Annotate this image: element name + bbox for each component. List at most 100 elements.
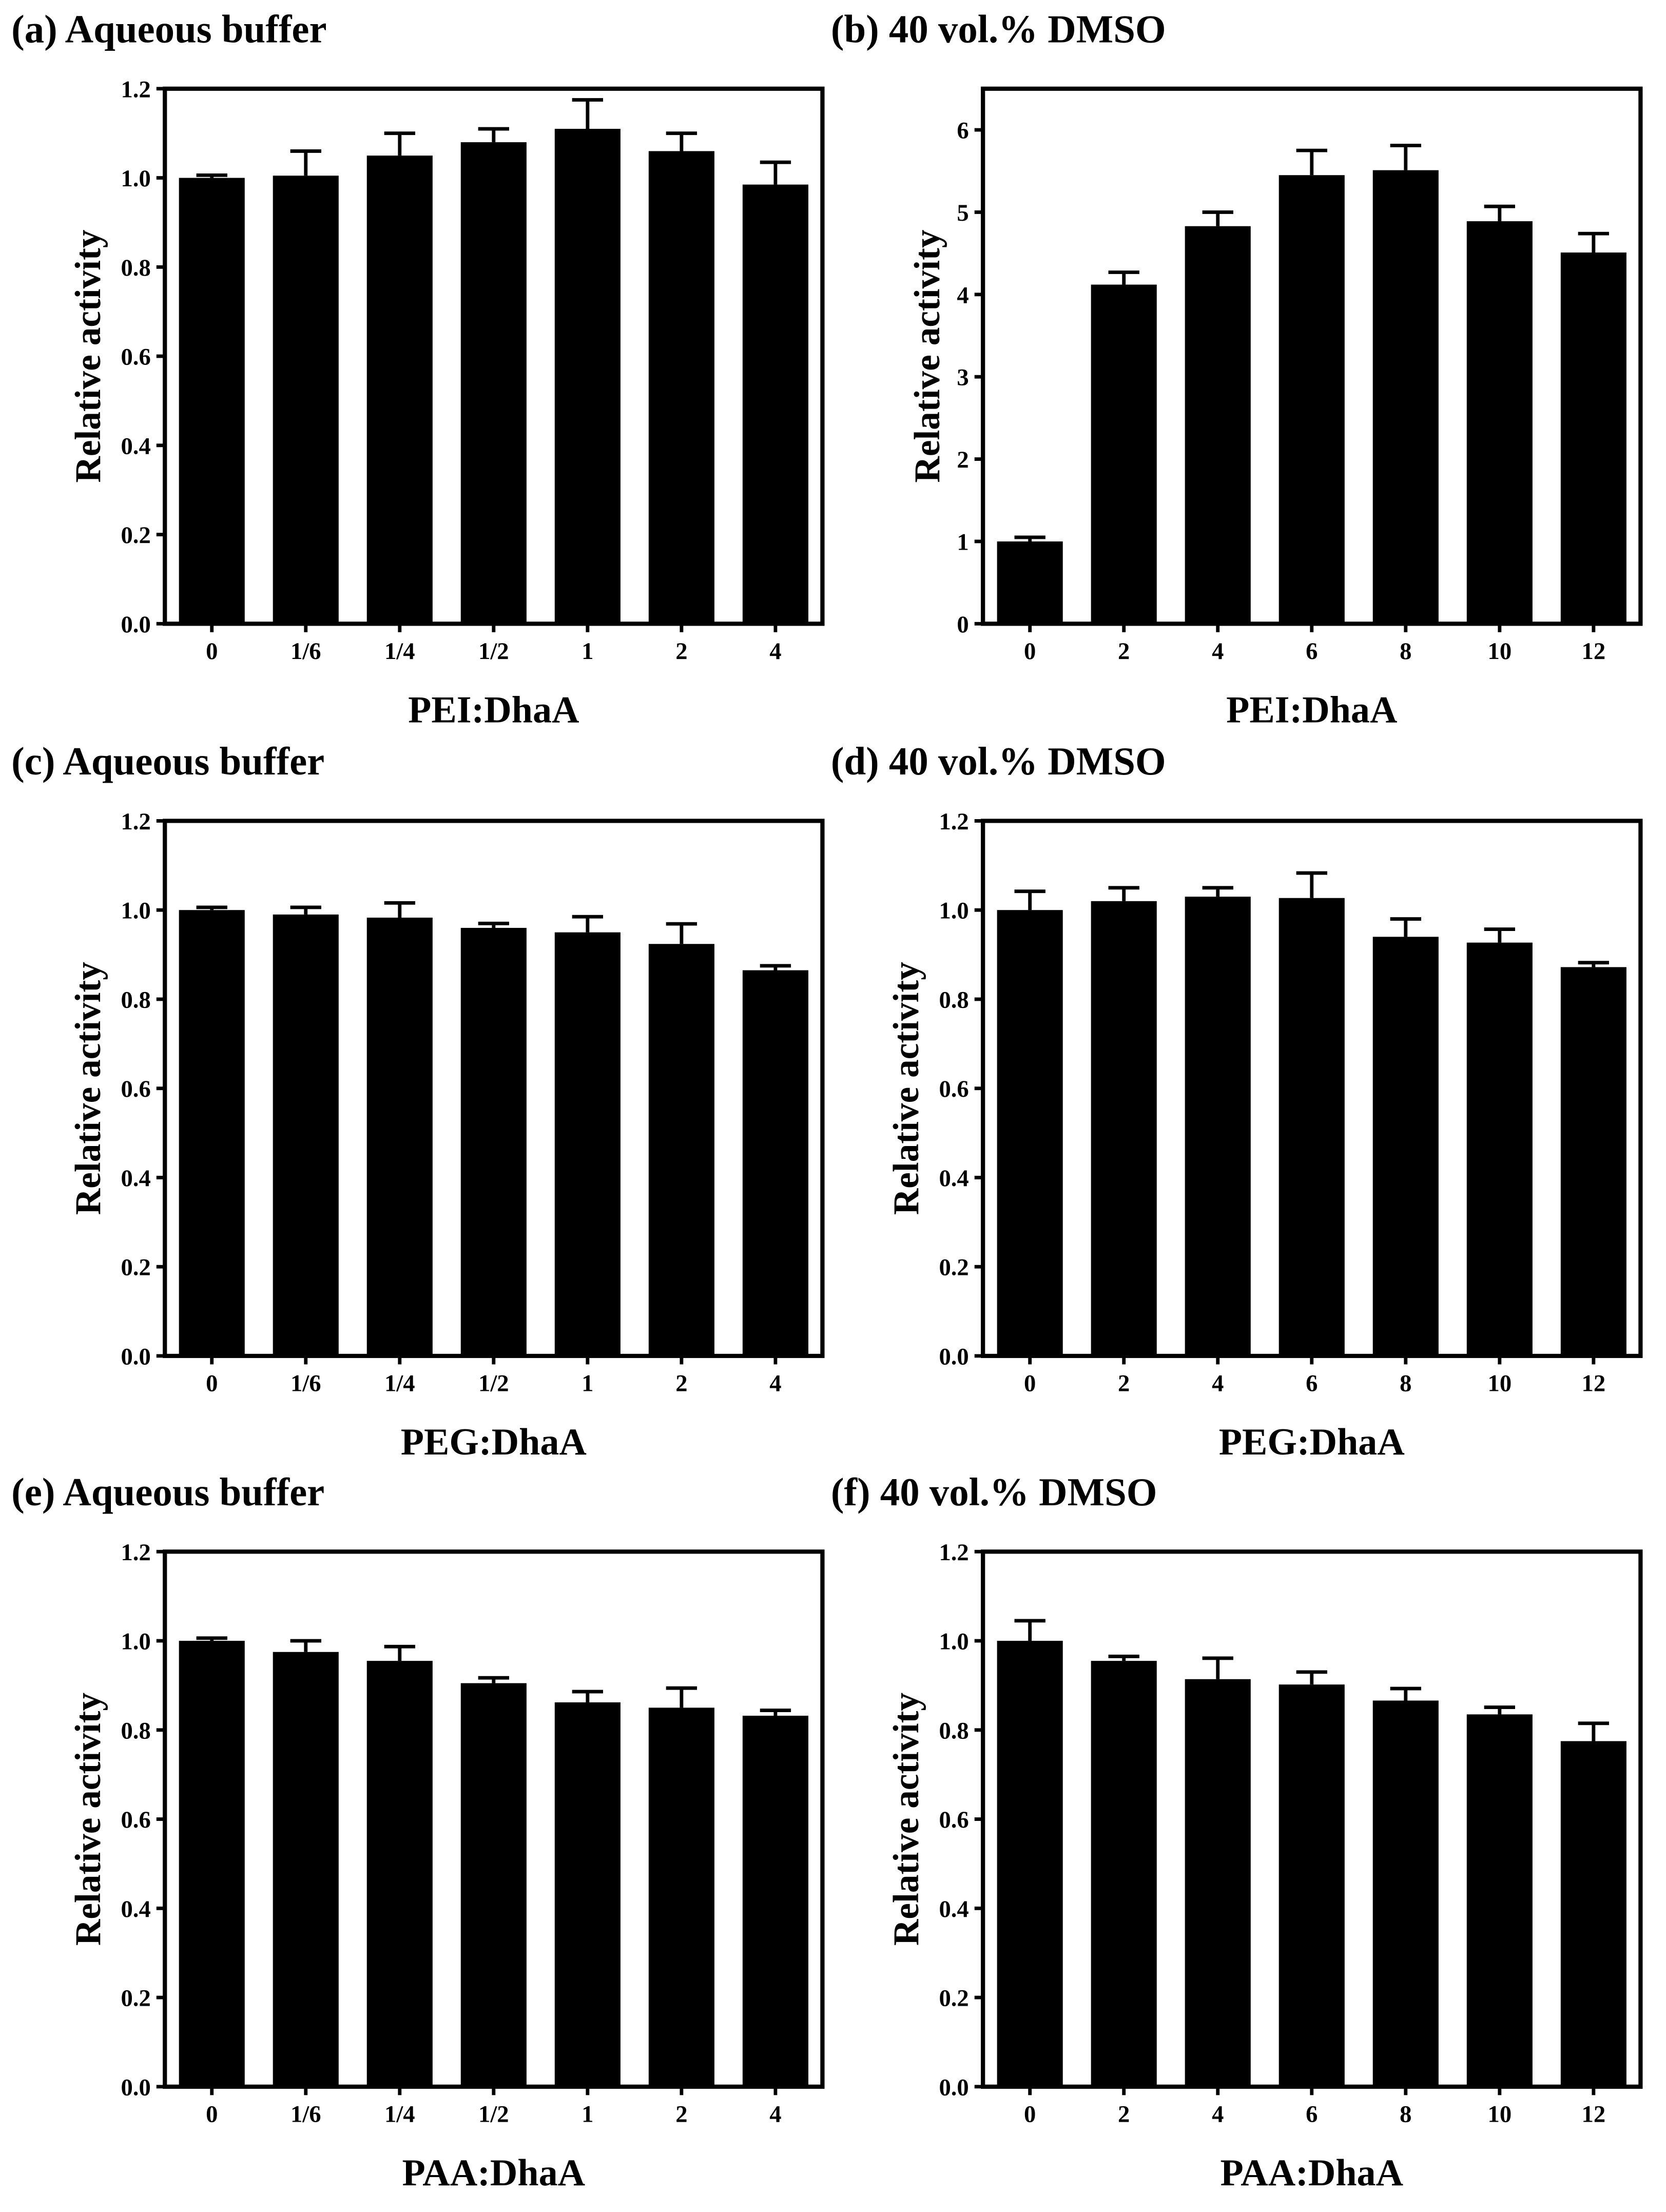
panel-d-x-tick-label: 0 (1024, 1370, 1036, 1397)
panel-d-bar (1278, 898, 1345, 1356)
panel-b-bar (1278, 175, 1345, 624)
panel-f-title: (f) 40 vol.% DMSO (831, 1470, 1157, 1514)
panel-d-y-tick-label: 0.8 (939, 986, 968, 1013)
panel-a-x-tick-label: 1/6 (290, 638, 321, 665)
panel-b-bar (997, 541, 1063, 624)
panel-c-x-axis-label: PEG:DhaA (401, 1421, 587, 1463)
panel-b-y-tick-label: 0 (957, 611, 968, 638)
panel-a-y-tick-label: 0.2 (121, 522, 151, 549)
panel-b-x-tick-label: 6 (1306, 638, 1318, 665)
panel-c-y-axis-label: Relative activity (68, 962, 108, 1215)
panel-b-x-tick-label: 8 (1400, 638, 1411, 665)
panel-b-bar (1560, 253, 1626, 624)
panel-f-y-tick-label: 0.4 (939, 1896, 968, 1923)
panel-b-y-tick-label: 4 (957, 282, 968, 308)
panel-c-y-tick-label: 0.0 (121, 1343, 151, 1370)
panel-e-x-tick-label: 1/2 (478, 2101, 509, 2127)
panel-b-bar (1372, 170, 1439, 624)
panel-a-bar (460, 142, 527, 624)
panel-a-bar (179, 178, 245, 624)
panel-d-x-tick-label: 4 (1212, 1370, 1224, 1397)
panel-e-y-tick-label: 0.6 (121, 1807, 151, 1833)
panel-f-y-tick-label: 1.0 (939, 1628, 968, 1655)
panel-b-bar (1466, 221, 1533, 624)
panel-e-y-tick-label: 0.4 (121, 1896, 151, 1923)
panel-a-y-tick-label: 0.8 (121, 255, 151, 281)
panel-e-bar (366, 1661, 433, 2087)
panel-e-bar (554, 1702, 621, 2087)
panel-c-bar (460, 927, 527, 1356)
panel-e-bar (273, 1652, 339, 2087)
panel-d-x-tick-label: 6 (1306, 1370, 1318, 1397)
panel-c-title: (c) Aqueous buffer (11, 740, 324, 783)
panel-d-y-tick-label: 0.0 (939, 1343, 968, 1370)
panel-f-y-tick-label: 1.2 (939, 1539, 968, 1566)
panel-a-bar (648, 151, 714, 624)
panel-f-y-tick-label: 0.6 (939, 1807, 968, 1833)
panel-d-y-tick-label: 1.2 (939, 808, 968, 835)
panel-f-bar (1278, 1684, 1345, 2087)
panel-c-bar (648, 944, 714, 1356)
panel-f-bar (997, 1641, 1063, 2087)
panel-c-x-tick-label: 1/4 (384, 1370, 415, 1397)
panel-c-x-tick-label: 2 (675, 1370, 687, 1397)
panel-b-title: (b) 40 vol.% DMSO (831, 7, 1166, 51)
panel-a-x-axis-label: PEI:DhaA (408, 689, 579, 731)
panel-a-x-tick-label: 0 (206, 638, 218, 665)
panel-d-x-tick-label: 8 (1400, 1370, 1411, 1397)
panel-c-x-tick-label: 1/6 (290, 1370, 321, 1397)
panel-e-x-tick-label: 1/6 (290, 2101, 321, 2127)
panel-d-bar (1185, 897, 1251, 1356)
panel-c-y-tick-label: 0.8 (121, 986, 151, 1013)
panel-c-bar (179, 910, 245, 1356)
panel-c-y-tick-label: 1.0 (121, 898, 151, 924)
panel-c-x-tick-label: 1 (582, 1370, 593, 1397)
panel-b-y-tick-label: 1 (957, 529, 968, 555)
panel-f-x-tick-label: 6 (1306, 2101, 1318, 2127)
panel-a-y-axis-label: Relative activity (68, 230, 108, 483)
panel-c-bar (273, 914, 339, 1356)
panel-b-x-tick-label: 12 (1582, 638, 1606, 665)
panel-b-x-axis-label: PEI:DhaA (1226, 689, 1397, 731)
panel-c-y-tick-label: 0.6 (121, 1076, 151, 1102)
panel-f-x-tick-label: 10 (1488, 2101, 1512, 2127)
panel-a-y-tick-label: 1.2 (121, 76, 151, 103)
panel-d-y-tick-label: 0.4 (939, 1165, 968, 1192)
panel-e-x-tick-label: 1 (582, 2101, 593, 2127)
panel-a-y-tick-label: 0.4 (121, 433, 151, 459)
panel-c-y-tick-label: 1.2 (121, 808, 151, 835)
panel-d-bar (1372, 937, 1439, 1356)
panel-f-y-tick-label: 0.2 (939, 1985, 968, 2012)
panel-a-y-tick-label: 0.0 (121, 611, 151, 638)
panel-f-x-tick-label: 2 (1118, 2101, 1130, 2127)
panel-d-bar (1091, 901, 1157, 1356)
panel-d-x-tick-label: 10 (1488, 1370, 1512, 1397)
panel-b-y-tick-label: 5 (957, 200, 968, 226)
panel-e-y-axis-label: Relative activity (68, 1693, 108, 1946)
panel-b-y-tick-label: 6 (957, 117, 968, 144)
panel-e-x-tick-label: 2 (675, 2101, 687, 2127)
panel-b-y-tick-label: 3 (957, 364, 968, 391)
panel-d-x-tick-label: 12 (1582, 1370, 1606, 1397)
panel-e-x-axis-label: PAA:DhaA (402, 2152, 586, 2194)
panel-d-y-tick-label: 1.0 (939, 898, 968, 924)
panel-f-bar (1560, 1741, 1626, 2087)
panel-a-bar (742, 184, 808, 624)
panel-d-title: (d) 40 vol.% DMSO (831, 740, 1166, 783)
panel-c-x-tick-label: 0 (206, 1370, 218, 1397)
panel-f-x-tick-label: 8 (1400, 2101, 1411, 2127)
panel-e-bar (648, 1707, 714, 2087)
panel-b-x-tick-label: 0 (1024, 638, 1036, 665)
panel-a-x-tick-label: 1/4 (384, 638, 415, 665)
panel-f-x-tick-label: 0 (1024, 2101, 1036, 2127)
panel-e-x-tick-label: 1/4 (384, 2101, 415, 2127)
panel-a-y-tick-label: 0.6 (121, 344, 151, 371)
panel-d-bar (997, 910, 1063, 1356)
panel-a-bar (366, 156, 433, 624)
panel-a-bar (554, 129, 621, 624)
panel-b-bar (1185, 226, 1251, 624)
panel-c-bar (366, 917, 433, 1356)
panel-c-y-tick-label: 0.4 (121, 1165, 151, 1192)
panel-f-bar (1372, 1700, 1439, 2087)
